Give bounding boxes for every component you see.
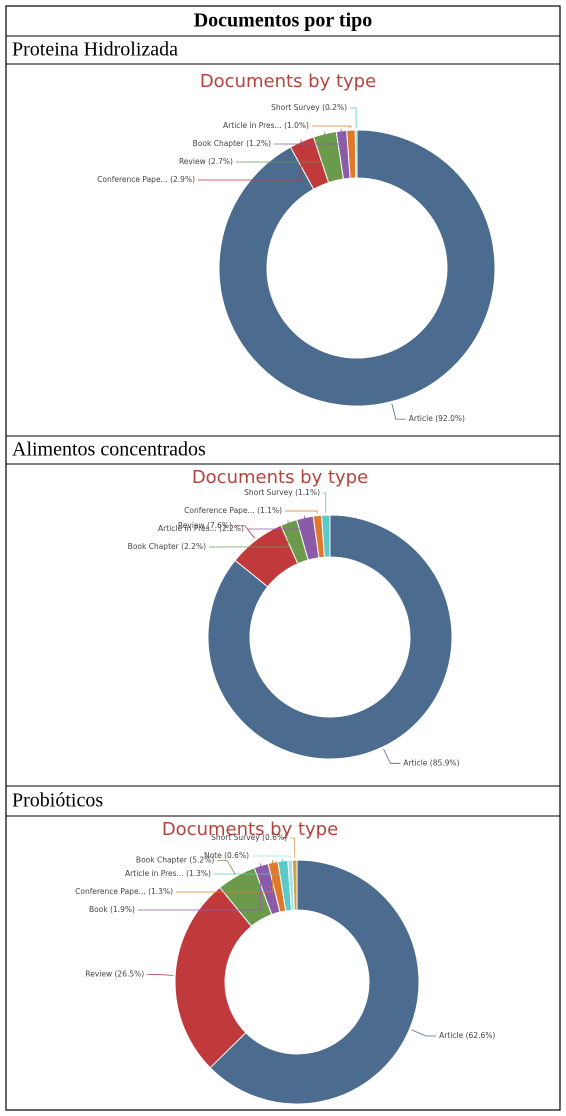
chart-title: Documents by type (192, 467, 368, 488)
donut-slice (207, 514, 453, 760)
leader-line (198, 139, 302, 181)
leader-line (323, 492, 327, 514)
data-label: Short Survey (0.2%) (271, 103, 347, 112)
donut-slice (291, 859, 298, 911)
leader-line (252, 855, 291, 859)
data-label: Article (62.6%) (439, 1031, 495, 1040)
leader-line (147, 974, 174, 976)
leader-line (312, 125, 352, 129)
data-label: Article (92.0%) (409, 414, 465, 423)
chart-title: Documents by type (200, 71, 376, 92)
leader-line (236, 131, 325, 163)
chart-title: Documents by type (162, 819, 338, 840)
data-label: Note (0.6%) (204, 851, 249, 860)
data-label: Book Chapter (5.2%) (136, 856, 214, 865)
leader-line (383, 748, 401, 764)
leader-line (274, 128, 342, 145)
leader-line (217, 860, 236, 875)
leader-line (209, 520, 289, 548)
table-border (5, 5, 561, 1111)
leader-line (176, 860, 274, 893)
leader-line (290, 837, 296, 859)
data-label: Book Chapter (2.2%) (128, 542, 206, 551)
data-label: Conference Pape... (2.9%) (97, 175, 195, 184)
data-label: Article in Pres... (2.2%) (158, 524, 244, 533)
data-label: Review (2.7%) (179, 157, 233, 166)
data-label: Book Chapter (1.2%) (193, 139, 271, 148)
leader-line (247, 515, 305, 530)
leader-line (285, 510, 318, 514)
section-title: Probióticos (12, 790, 103, 812)
table-title: Documentos por tipo (194, 10, 373, 32)
donut-slice (354, 129, 358, 179)
section-title: Alimentos concentrados (12, 439, 206, 461)
leader-line (411, 1029, 437, 1037)
data-label: Article in Pres... (1.3%) (125, 869, 211, 878)
data-label: Review (26.5%) (85, 970, 144, 979)
data-label: Conference Pape... (1.3%) (75, 887, 173, 896)
data-label: Conference Pape... (1.1%) (184, 506, 282, 515)
data-label: Short Survey (0.6%) (211, 833, 287, 842)
donut-slice (174, 886, 253, 1069)
leader-line (234, 525, 255, 539)
section-title: Proteina Hidrolizada (12, 39, 178, 61)
data-label: Article in Pres... (1.0%) (223, 121, 309, 130)
leader-line (138, 863, 261, 911)
data-label: Review (7.6%) (178, 521, 232, 530)
leader-line (391, 403, 406, 420)
data-label: Article (85.9%) (403, 758, 459, 767)
leader-line (350, 107, 357, 129)
donut-slice (209, 859, 420, 1105)
donut-slice (218, 129, 496, 407)
data-label: Book (1.9%) (89, 905, 135, 914)
leader-line (214, 858, 284, 875)
donut-slice (321, 514, 331, 558)
data-label: Short Survey (1.1%) (244, 488, 320, 497)
